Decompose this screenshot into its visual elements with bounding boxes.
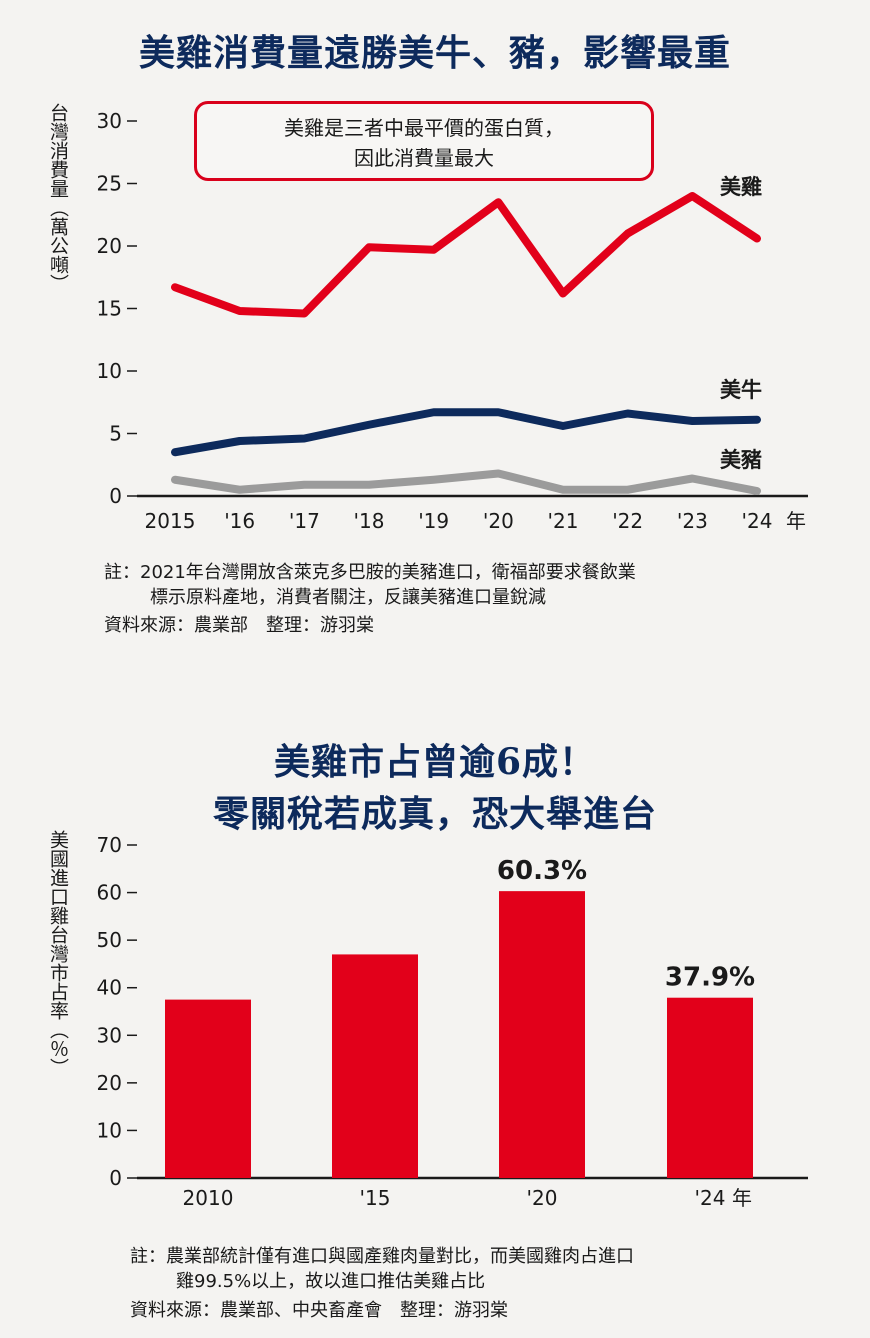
chart2-y-tick-label: 40 [97, 976, 122, 1000]
chart1-x-tick-label: '21 [548, 509, 579, 533]
chart2-y-tick-label: 20 [97, 1071, 122, 1095]
chart1-x-tick-label: '16 [224, 509, 255, 533]
chart1-note-line2: 標示原料產地，消費者關注，反讓美豬進口量銳減 [150, 587, 546, 608]
chart1-series-label-2: 美牛 [720, 378, 762, 402]
chart1-y-tick-label: 5 [109, 422, 122, 446]
chart1-note-line1: 註：2021年台灣開放含萊克多巴胺的美豬進口，衛福部要求餐飲業 [104, 562, 636, 583]
chart2-x-tick-label: '20 [527, 1186, 558, 1210]
chart2-title-line2: 零關稅若成真，恐大舉進台 [212, 793, 657, 835]
chart1-source: 資料來源：農業部 整理：游羽棠 [104, 615, 374, 636]
chart1-x-tick-label: '23 [677, 509, 708, 533]
chart1-x-tick-label: '18 [354, 509, 385, 533]
chart1-y-tick-label: 0 [109, 484, 122, 508]
chart2-x-tick-label: 2010 [183, 1186, 234, 1210]
chart1-y-tick-label: 20 [97, 234, 122, 258]
chart2-bar [165, 999, 251, 1178]
chart1-series-line-3 [171, 469, 761, 495]
chart1-title: 美雞消費量遠勝美牛、豬，影響最重 [138, 32, 731, 74]
chart2-x-tick-label: '15 [360, 1186, 391, 1210]
chart1-y-axis-label: 台灣消費量（萬公噸） [47, 103, 69, 293]
chart1-x-tick-label: '20 [483, 509, 514, 533]
chart1-note: 註：2021年台灣開放含萊克多巴胺的美豬進口，衛福部要求餐飲業 標示原料產地，消… [104, 560, 824, 610]
chart2-bar [667, 997, 753, 1178]
chart2-data-label: 37.9% [665, 963, 755, 993]
chart2-y-tick-label: 50 [97, 928, 122, 952]
chart2-y-tick-label: 60 [97, 881, 122, 905]
chart2-title-line1: 美雞市占曾逾6成！ [273, 741, 597, 783]
chart2-bars: 60.3% 37.9% [165, 856, 755, 1178]
chart2-note: 註：農業部統計僅有進口與國產雞肉量對比，而美國雞肉占進口 雞99.5%以上，故以… [130, 1244, 830, 1294]
chart1-y-tick-label: 15 [97, 297, 122, 321]
chart2-note-line1: 註：農業部統計僅有進口與國產雞肉量對比，而美國雞肉占進口 [130, 1246, 634, 1267]
chart1-line-chart: 0 5 10 15 20 25 30 2015 '16 '17 '18 '19 '20 '21 '22 '23… [97, 109, 808, 533]
chart1-x-axis-label: 年 [786, 509, 806, 533]
chart1-y-tick-label: 25 [97, 172, 122, 196]
chart1-axes: 0 5 10 15 20 25 30 2015 '16 '17 '18 '19 '20 '21 '22 '23… [97, 109, 808, 533]
chart2-y-tick-label: 0 [109, 1166, 122, 1190]
chart1-x-tick-label: '19 [418, 509, 449, 533]
chart1-x-tick-label: '24 [742, 509, 773, 533]
chart1-x-tick-label: '22 [612, 509, 643, 533]
chart1-x-tick-label: 2015 [145, 509, 196, 533]
chart1-series-label-1: 美雞 [720, 175, 762, 199]
chart2-bar [332, 954, 418, 1178]
chart1-series-line-1 [171, 192, 761, 318]
chart1-y-tick-label: 30 [97, 109, 122, 133]
chart2-x-axis-label: 年 [732, 1186, 752, 1210]
chart1-annotation-line1: 美雞是三者中最平價的蛋白質， [284, 116, 564, 140]
chart2-y-tick-label: 70 [97, 833, 122, 857]
chart2-note-line2: 雞99.5%以上，故以進口推估美雞占比 [176, 1271, 486, 1292]
chart2-bar [499, 891, 585, 1178]
chart2-x-tick-label: '24 [695, 1186, 726, 1210]
chart1-annotation-line2: 因此消費量最大 [354, 146, 494, 170]
chart2-y-axis-label: 美國進口雞台灣市占率（％） [47, 830, 69, 1077]
chart1-series-label-3: 美豬 [720, 448, 762, 472]
chart2-source: 資料來源：農業部、中央畜產會 整理：游羽棠 [130, 1300, 508, 1321]
chart1-annotation-box: 美雞是三者中最平價的蛋白質， 因此消費量最大 [194, 101, 654, 181]
chart2-y-tick-label: 10 [97, 1118, 122, 1142]
chart1-y-tick-label: 10 [97, 359, 122, 383]
chart2-data-label: 60.3% [497, 856, 587, 886]
chart2-y-tick-label: 30 [97, 1023, 122, 1047]
chart1-x-tick-label: '17 [289, 509, 320, 533]
chart1-series-line-2 [171, 408, 761, 457]
chart1-series [171, 192, 761, 495]
